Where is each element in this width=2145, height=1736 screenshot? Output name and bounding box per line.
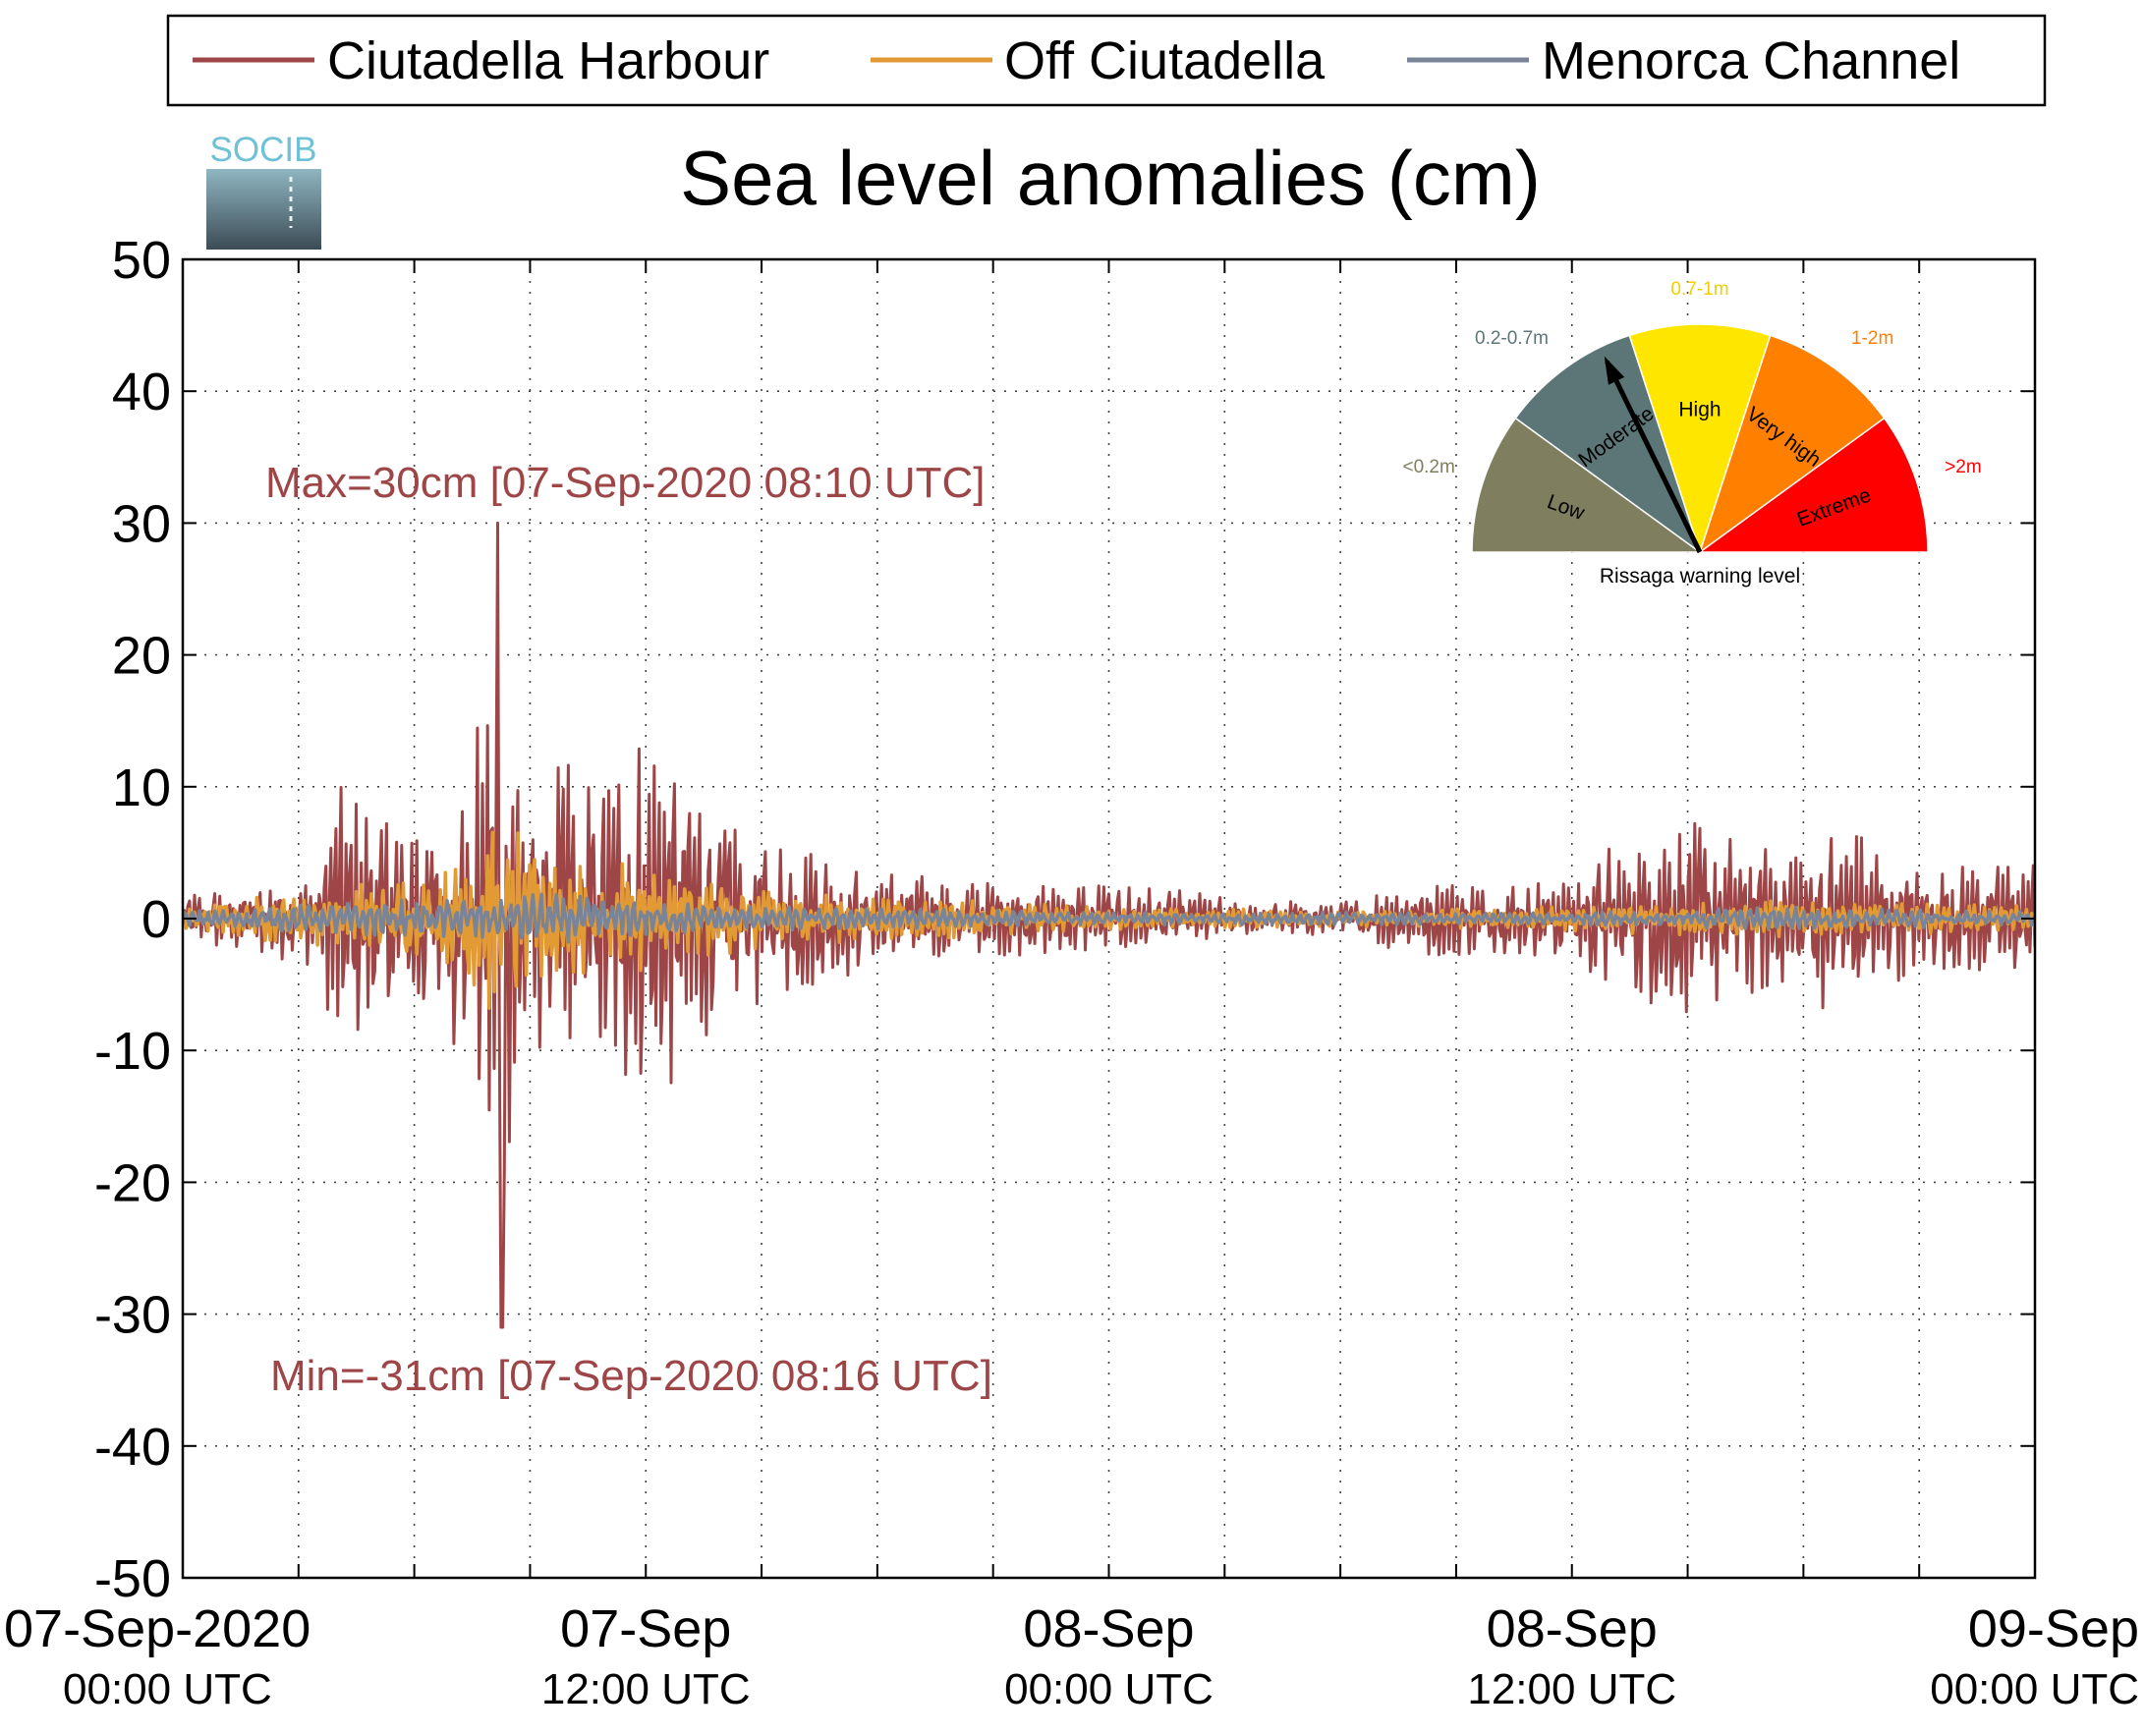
legend-label-ciutadella-harbour: Ciutadella Harbour <box>327 31 769 90</box>
y-tick-label: 10 <box>112 758 171 817</box>
x-tick-sublabel: 00:00 UTC <box>1930 1665 2139 1713</box>
chart-title: Sea level anomalies (cm) <box>680 135 1541 221</box>
y-tick-label: 0 <box>141 890 171 949</box>
gauge-wedge-moderate <box>1514 334 1702 554</box>
y-tick-label: -10 <box>94 1022 171 1081</box>
x-tick-sublabel: 00:00 UTC <box>63 1665 272 1713</box>
gauge-range-extreme: >2m <box>1945 457 1982 477</box>
logo-block <box>206 169 321 250</box>
x-axis: 07-Sep-2020 00:00 UTC 07-Sep 12:00 UTC 08-Se… <box>4 259 2139 1713</box>
gauge-range-high: 0.7-1m <box>1670 279 1728 300</box>
y-tick-label: -40 <box>94 1418 171 1477</box>
gauge-needle <box>1605 360 1703 554</box>
legend-box <box>166 14 2047 107</box>
series-line-off-ciutadella <box>183 830 2035 1010</box>
series-line-menorca-channel <box>183 892 2035 944</box>
gauge-label-high: High <box>1678 399 1721 421</box>
y-tick-label: 30 <box>112 494 171 553</box>
x-tick-label: 09-Sep <box>1968 1599 2139 1658</box>
y-tick-label: -20 <box>94 1153 171 1212</box>
x-tick-label: 08-Sep <box>1023 1599 1194 1658</box>
x-tick-sublabel: 00:00 UTC <box>1004 1665 1214 1713</box>
gauge-needle-head <box>1604 356 1625 385</box>
x-tick-sublabel: 12:00 UTC <box>541 1665 751 1713</box>
gauge-wedge-extreme <box>1697 417 1929 553</box>
rissaga-gauge: Rissaga warning level Low<0.2m Moderate0.… <box>1402 279 1981 588</box>
x-tick-label: 07-Sep <box>560 1599 731 1658</box>
y-tick-label: 50 <box>112 231 171 290</box>
y-tick-label: 40 <box>112 363 171 421</box>
x-tick-label: 07-Sep-2020 <box>4 1599 310 1658</box>
legend-label-off-ciutadella: Off Ciutadella <box>1004 31 1326 90</box>
gauge-range-very-high: 1-2m <box>1851 328 1893 349</box>
gauge-range-moderate: 0.2-0.7m <box>1475 328 1549 349</box>
y-tick-label: 20 <box>112 627 171 686</box>
gauge-range-low: <0.2m <box>1402 457 1454 477</box>
y-tick-label: -30 <box>94 1286 171 1345</box>
logo-text: SOCIB <box>210 131 317 169</box>
series-line-ciutadella-harbour <box>183 521 2035 1329</box>
x-tick-sublabel: 12:00 UTC <box>1467 1665 1676 1713</box>
series-area <box>183 521 2035 1329</box>
y-axis: 50 40 30 20 10 0 -10 -20 -30 -40 -50 <box>94 231 2035 1608</box>
gauge-wedge-very-high <box>1698 334 1886 554</box>
legend: Ciutadella Harbour Off Ciutadella Menorc… <box>166 14 2047 107</box>
gauge-wedge-low <box>1471 417 1703 553</box>
gauge-wedge-high <box>1628 323 1772 555</box>
min-annotation: Min=-31cm [07-Sep-2020 08:16 UTC] <box>270 1352 992 1400</box>
y-tick-label: -50 <box>94 1549 171 1608</box>
socib-logo: SOCIB <box>206 131 321 250</box>
gauge-title: Rissaga warning level <box>1600 565 1800 588</box>
x-tick-label: 08-Sep <box>1487 1599 1658 1658</box>
legend-label-menorca-channel: Menorca Channel <box>1542 31 1960 90</box>
max-annotation: Max=30cm [07-Sep-2020 08:10 UTC] <box>265 459 986 507</box>
